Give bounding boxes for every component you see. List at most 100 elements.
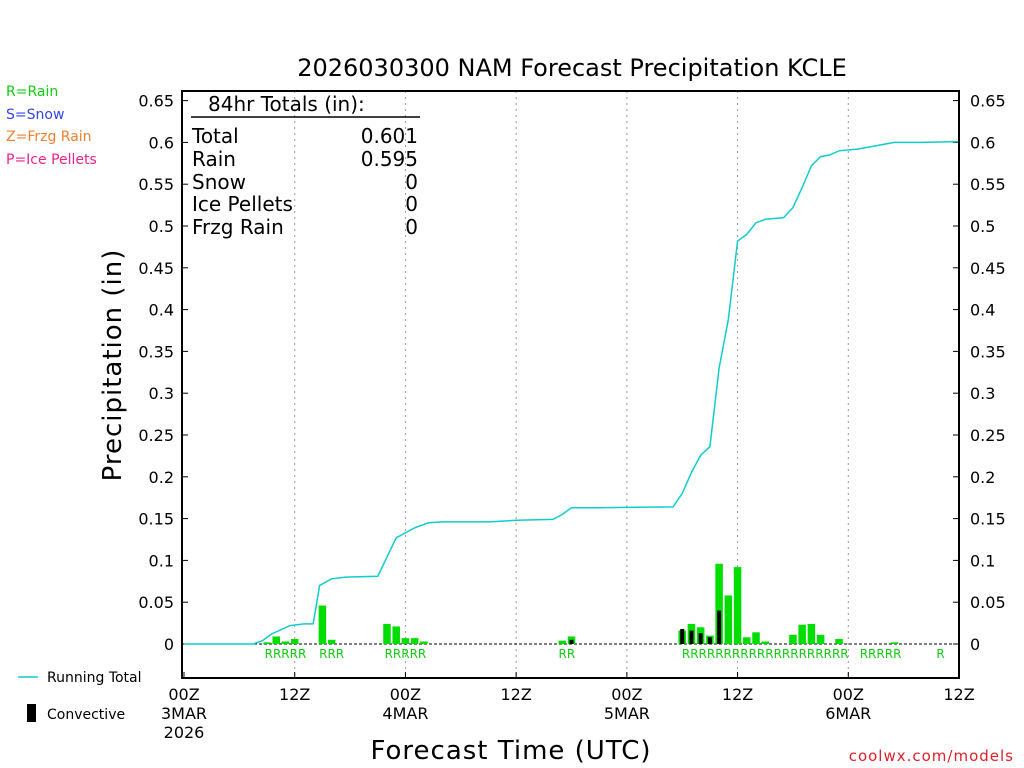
convective-bar [717,611,721,644]
running-total-line [184,142,959,644]
plot-area: 0 00.05 0.050.1 0.10.15 0.150.2 0.20.25 0.250.… [138,91,1005,742]
ptype-label: RRRRR [265,647,307,661]
precip-bar [808,624,816,644]
precip-bar [752,632,760,644]
x-tick-label-time: 00Z [390,685,421,704]
totals-ice-pellets-label: Ice Pellets [192,192,293,216]
precip-bar [420,641,428,644]
ptype-label: R [936,647,944,661]
ptype-label: RR [559,647,576,661]
chart-title: 2026030300 NAM Forecast Precipitation KC… [297,54,847,82]
ptype-label: RRRRR [860,647,902,661]
x-tick-label-date: 4MAR [382,704,428,723]
y-tick-label-right: 0.15 [970,510,1006,529]
credit-text: coolwx.com/models [849,747,1014,765]
running-total-legend-label: Running Total [47,670,142,686]
totals-header: 84hr Totals (in): [208,92,365,116]
y-tick-label-left: 0 [164,635,174,654]
x-tick-label-time: 00Z [168,685,199,704]
precip-bar [402,638,410,644]
totals-ice-pellets-value: 0 [405,192,418,216]
y-tick-label-left: 0.65 [138,92,174,111]
x-tick-label-time: 12Z [722,685,753,704]
y-tick-label-right: 0.5 [970,217,995,236]
totals-snow-value: 0 [405,170,418,194]
x-tick-label-year: 2026 [164,723,205,742]
precip-bar [291,639,299,644]
totals-table: Total 0.601 Rain 0.595 Snow 0 Ice Pellet… [191,124,418,239]
y-tick-label-right: 0.35 [970,342,1006,361]
totals-total-label: Total [191,124,239,148]
y-tick-label-left: 0.3 [149,384,174,403]
precip-bar [762,641,770,644]
ptype-label: RRRRR [385,647,427,661]
y-tick-label-left: 0.2 [149,468,174,487]
totals-rain-value: 0.595 [361,147,418,171]
x-axis-title: Forecast Time (UTC) [370,736,651,766]
x-tick-label-date: 3MAR [161,704,207,723]
precip-bar [789,635,797,644]
totals-snow-label: Snow [192,170,246,194]
precip-bar [559,641,567,644]
precip-bar [725,596,733,644]
y-tick-label-left: 0.5 [149,217,174,236]
y-tick-label-left: 0.1 [149,551,174,570]
y-tick-label-right: 0.2 [970,468,995,487]
y-tick-label-right: 0.55 [970,175,1006,194]
convective-legend-swatch [27,704,36,722]
ptype-label: RRR [319,647,344,661]
ptype-legend-rain: R=Rain [6,84,58,100]
ptype-legend-ice-pellets: P=Ice Pellets [6,152,97,168]
x-tick-label-time: 12Z [500,685,531,704]
convective-bar [570,640,574,644]
totals-frzg-rain-value: 0 [405,215,418,239]
convective-bar [689,631,693,644]
y-tick-label-right: 0.6 [970,133,995,152]
x-tick-label-time: 00Z [833,685,864,704]
y-axis-title: Precipitation (in) [98,249,128,482]
precip-bar [273,636,281,644]
totals-frzg-rain-label: Frzg Rain [192,215,284,239]
y-tick-label-left: 0.55 [138,175,174,194]
ptype-legend-frzg-rain: Z=Frzg Rain [6,129,92,145]
precip-bar [743,637,751,644]
y-tick-label-left: 0.15 [138,510,174,529]
y-tick-label-right: 0.3 [970,384,995,403]
precip-bar [282,641,290,644]
x-tick-label-time: 12Z [943,685,974,704]
precip-bar [835,639,843,644]
precip-bar [798,625,806,644]
y-tick-label-left: 0.35 [138,342,174,361]
x-tick-label-date: 5MAR [604,704,650,723]
y-tick-label-right: 0 [970,635,980,654]
x-tick-label-time: 12Z [279,685,310,704]
series-legend: Running Total Convective [18,670,142,723]
y-tick-label-left: 0.4 [149,301,174,320]
precipitation-chart: 2026030300 NAM Forecast Precipitation KC… [0,0,1024,768]
y-tick-label-right: 0.45 [970,259,1006,278]
precip-bar [392,626,400,644]
ptype-legend-snow: S=Snow [6,107,64,123]
convective-bar [708,637,712,644]
y-tick-label-left: 0.6 [149,133,174,152]
convective-bar [699,633,703,644]
precip-bar [734,567,742,644]
y-tick-label-right: 0.65 [970,92,1006,111]
x-tick-label-time: 00Z [611,685,642,704]
plot-frame [182,91,959,678]
y-tick-label-right: 0.4 [970,301,995,320]
precip-bar [891,642,899,644]
y-tick-label-left: 0.05 [138,593,174,612]
ptype-label: RRRRRRRRRRRRRRRRRRRR [682,647,849,661]
y-tick-label-right: 0.05 [970,593,1006,612]
y-tick-label-right: 0.25 [970,426,1006,445]
precip-bar [328,640,336,644]
x-tick-label-date: 6MAR [825,704,871,723]
precip-bar [411,638,419,644]
precip-bar [319,606,327,644]
y-tick-label-left: 0.25 [138,426,174,445]
y-tick-label-left: 0.45 [138,259,174,278]
totals-rain-label: Rain [192,147,236,171]
ptype-legend: R=Rain S=Snow Z=Frzg Rain P=Ice Pellets [6,84,97,168]
convective-legend-label: Convective [47,707,125,723]
